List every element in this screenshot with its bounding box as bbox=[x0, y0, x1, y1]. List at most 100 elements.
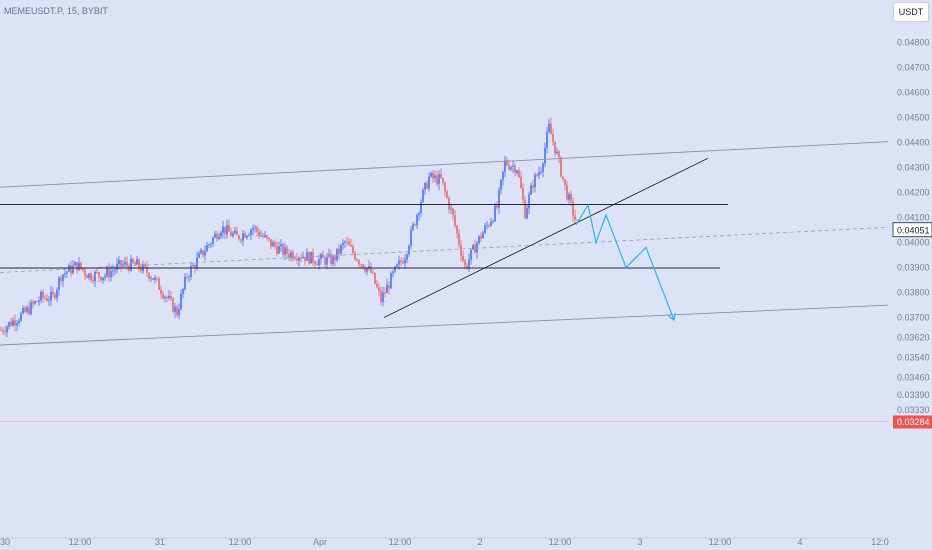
candle-body bbox=[304, 256, 306, 261]
candle-body bbox=[404, 259, 406, 264]
candle-body bbox=[462, 255, 464, 261]
x-tick-label: 30 bbox=[0, 537, 10, 547]
candle-body bbox=[560, 157, 562, 177]
x-tick-label: 12:00 bbox=[389, 537, 412, 547]
candle-body bbox=[84, 270, 86, 276]
currency-button[interactable]: USDT bbox=[893, 2, 929, 22]
candle-body bbox=[356, 259, 358, 261]
candle-body bbox=[2, 330, 4, 332]
candle-body bbox=[520, 176, 522, 189]
candle-body bbox=[278, 246, 280, 254]
candle-body bbox=[292, 252, 294, 259]
low-price-tag bbox=[893, 415, 932, 429]
candle-body bbox=[464, 260, 466, 266]
candle-body bbox=[18, 320, 20, 323]
candle-body bbox=[134, 262, 136, 265]
price-axis-panel bbox=[888, 0, 932, 550]
candle-body bbox=[12, 320, 14, 326]
candle-body bbox=[258, 231, 260, 237]
candle-body bbox=[466, 265, 468, 268]
candle-body bbox=[188, 276, 190, 278]
candle-body bbox=[490, 221, 492, 226]
candle-body bbox=[398, 260, 400, 265]
candle-body bbox=[38, 300, 40, 302]
candle-body bbox=[500, 179, 502, 191]
candle-body bbox=[118, 260, 120, 264]
candle-body bbox=[314, 262, 316, 265]
candle-body bbox=[430, 172, 432, 177]
candle-body bbox=[174, 306, 176, 312]
candle-body bbox=[294, 258, 296, 260]
candle-body bbox=[302, 256, 304, 259]
candle-body bbox=[274, 242, 276, 247]
candle-body bbox=[286, 247, 288, 254]
candle-body bbox=[20, 313, 22, 321]
candle-body bbox=[378, 287, 380, 291]
candle-body bbox=[154, 277, 156, 280]
candle-body bbox=[144, 264, 146, 267]
candle-body bbox=[62, 274, 64, 282]
candle-body bbox=[364, 268, 366, 272]
candle-body bbox=[472, 244, 474, 250]
candle-body bbox=[446, 191, 448, 198]
y-tick-label: 0.03390 bbox=[897, 390, 930, 400]
candle-body bbox=[86, 275, 88, 278]
x-tick-label: 12:00 bbox=[69, 537, 92, 547]
y-tick-label: 0.03460 bbox=[897, 373, 930, 383]
candle-body bbox=[150, 278, 152, 279]
candle-body bbox=[122, 264, 124, 266]
candle-body bbox=[400, 260, 402, 263]
candle-body bbox=[540, 172, 542, 173]
candle-body bbox=[350, 245, 352, 247]
candle-body bbox=[422, 189, 424, 202]
candle-body bbox=[512, 165, 514, 167]
candle-body bbox=[168, 295, 170, 299]
candle-body bbox=[152, 278, 154, 280]
candle-body bbox=[448, 197, 450, 210]
candle-body bbox=[234, 230, 236, 234]
candle-body bbox=[506, 160, 508, 166]
candle-body bbox=[232, 233, 234, 237]
candle-body bbox=[550, 123, 552, 135]
candle-body bbox=[4, 331, 6, 333]
candle-body bbox=[66, 271, 68, 274]
candle-body bbox=[112, 270, 114, 272]
y-tick-label: 0.03620 bbox=[897, 333, 930, 343]
candle-body bbox=[290, 252, 292, 258]
y-tick-label: 0.03540 bbox=[897, 353, 930, 363]
candle-body bbox=[260, 235, 262, 237]
candle-body bbox=[306, 252, 308, 261]
candle-body bbox=[330, 254, 332, 265]
candle-body bbox=[496, 205, 498, 208]
candle-body bbox=[298, 257, 300, 261]
candle-body bbox=[532, 185, 534, 188]
candle-body bbox=[366, 268, 368, 272]
candle-body bbox=[336, 248, 338, 261]
candle-body bbox=[352, 246, 354, 253]
y-tick-label: 0.04400 bbox=[897, 138, 930, 148]
candle-body bbox=[442, 177, 444, 184]
candle-body bbox=[318, 259, 320, 266]
candle-body bbox=[28, 307, 30, 315]
candle-body bbox=[408, 246, 410, 255]
candle-body bbox=[370, 266, 372, 273]
candle-body bbox=[10, 322, 12, 326]
candle-body bbox=[358, 260, 360, 265]
candle-body bbox=[498, 190, 500, 208]
y-tick-label: 0.03900 bbox=[897, 263, 930, 273]
candle-body bbox=[386, 284, 388, 293]
candle-body bbox=[58, 277, 60, 290]
candle-body bbox=[288, 253, 290, 258]
candle-body bbox=[494, 205, 496, 221]
candle-body bbox=[348, 241, 350, 246]
candle-body bbox=[248, 234, 250, 236]
y-tick-label: 0.04200 bbox=[897, 188, 930, 198]
candle-body bbox=[558, 151, 560, 158]
x-tick-label: 12:00 bbox=[229, 537, 252, 547]
candle-body bbox=[334, 256, 336, 261]
candle-body bbox=[484, 225, 486, 233]
candle-body bbox=[48, 300, 50, 302]
candle-body bbox=[80, 262, 82, 269]
